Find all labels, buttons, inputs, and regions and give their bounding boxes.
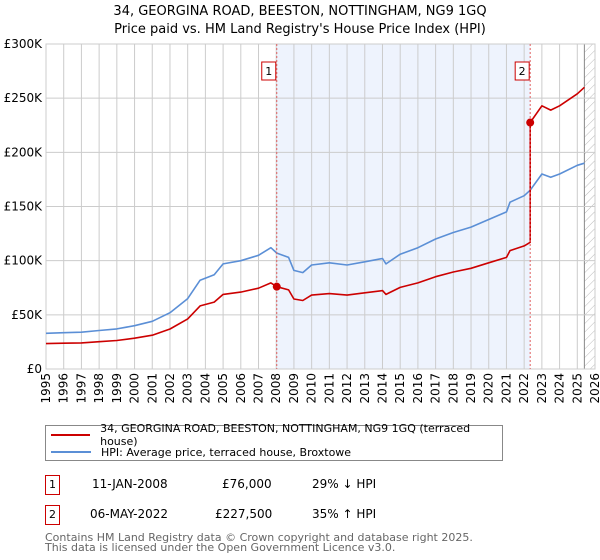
x-tick-label: 2002 [163, 373, 177, 404]
sale-point [526, 118, 535, 127]
x-tick-label: 2007 [252, 373, 266, 404]
x-tick-label: 2016 [411, 373, 425, 404]
legend-item-property: 34, GEORGINA ROAD, BEESTON, NOTTINGHAM, … [46, 422, 502, 448]
x-tick-label: 2006 [234, 373, 248, 404]
x-tick-label: 2001 [145, 373, 159, 404]
y-tick-label: £0 [27, 362, 42, 376]
legend-label-hpi: HPI: Average price, terraced house, Brox… [101, 445, 352, 459]
transaction-price: £227,500 [215, 507, 273, 521]
x-tick-label: 2017 [429, 373, 443, 404]
y-tick-label: £100K [4, 254, 44, 268]
x-tick-label: 2018 [446, 373, 460, 404]
sale-badge [261, 61, 277, 81]
sale-badge [514, 61, 530, 81]
transaction-hpi: 29% ↓ HPI [312, 477, 377, 491]
plot-frame [45, 43, 596, 370]
transaction-price: £76,000 [222, 477, 272, 491]
chart-subtitle: Price paid vs. HM Land Registry's House … [114, 22, 486, 37]
x-tick-label: 2019 [464, 373, 478, 404]
legend-label-property: 34, GEORGINA ROAD, BEESTON, NOTTINGHAM, … [100, 422, 471, 448]
footer-licence: This data is licensed under the Open Gov… [45, 541, 396, 554]
price-chart: 1 2 £0 £50K £100K £150K £200K £250K £300K 1995 199… [4, 37, 600, 404]
x-tick-label: 2024 [553, 373, 567, 404]
property-price-line [45, 86, 585, 345]
transaction-date: 06-MAY-2022 [90, 507, 169, 521]
x-tick-label: 2009 [287, 373, 301, 404]
x-tick-label: 2023 [535, 373, 549, 404]
x-tick-label: 1998 [92, 373, 106, 404]
y-tick-label: £300K [4, 37, 44, 51]
x-tick-label: 2005 [216, 373, 230, 404]
red-line-swatch [51, 434, 91, 436]
x-tick-label: 2012 [340, 373, 354, 404]
x-tick-label: 2004 [198, 373, 212, 404]
y-tick-label: £250K [4, 91, 44, 105]
x-tick-label: 2025 [570, 373, 584, 404]
sale-badge-label: 2 [519, 65, 526, 78]
transaction-date: 11-JAN-2008 [92, 477, 168, 491]
y-tick-label: £150K [4, 200, 44, 214]
marker-badge: 2 [45, 505, 60, 525]
x-tick-label: 1995 [39, 373, 53, 404]
x-tick-label: 2021 [499, 373, 513, 404]
x-tick-label: 2020 [482, 373, 496, 404]
legend-item-hpi: HPI: Average price, terraced house, Brox… [46, 444, 351, 460]
footer-copyright: Contains HM Land Registry data © Crown c… [45, 531, 473, 544]
y-tick-label: £200K [4, 145, 44, 159]
x-tick-label: 2015 [393, 373, 407, 404]
x-tick-label: 2026 [588, 373, 600, 404]
x-tick-label: 2022 [517, 373, 531, 404]
x-tick-label: 2014 [375, 373, 389, 404]
x-tick-label: 1997 [74, 373, 88, 404]
x-tick-label: 2013 [358, 373, 372, 404]
x-tick-label: 2011 [322, 373, 336, 404]
x-tick-label: 2008 [269, 373, 283, 404]
legend: 34, GEORGINA ROAD, BEESTON, NOTTINGHAM, … [45, 422, 503, 461]
transaction-hpi: 35% ↑ HPI [312, 507, 377, 521]
x-tick-label: 1999 [110, 373, 124, 404]
chart-title: 34, GEORGINA ROAD, BEESTON, NOTTINGHAM, … [113, 4, 487, 19]
hpi-line [45, 162, 585, 335]
x-tick-label: 2003 [181, 373, 195, 404]
marker-badge: 1 [45, 475, 60, 495]
x-tick-label: 2010 [305, 373, 319, 404]
y-tick-label: £50K [11, 308, 43, 322]
x-tick-label: 1996 [57, 373, 71, 404]
sale-point [272, 282, 281, 291]
blue-line-swatch [51, 451, 91, 453]
x-tick-label: 2000 [128, 373, 142, 404]
sale-badge-label: 1 [265, 65, 272, 78]
